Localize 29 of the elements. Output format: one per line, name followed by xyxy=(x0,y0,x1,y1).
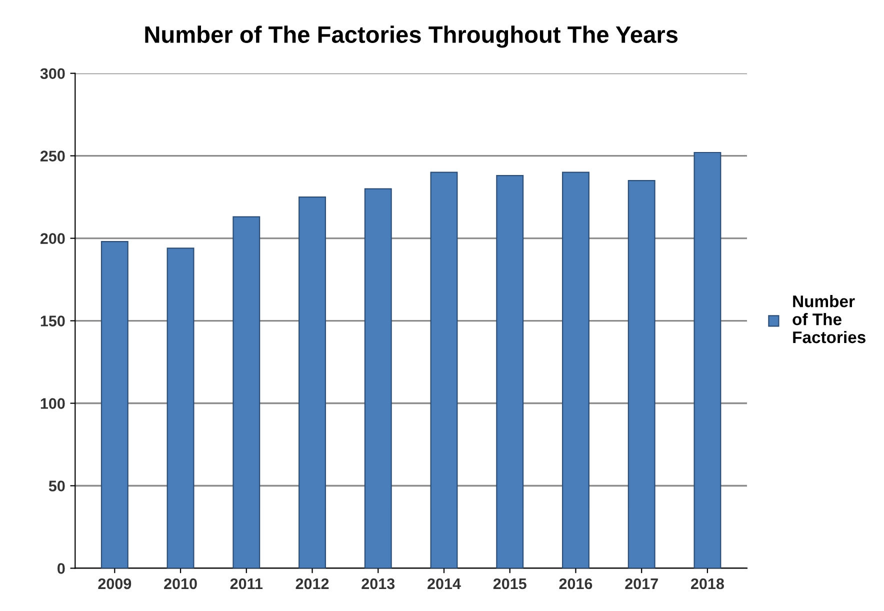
y-tick-label: 0 xyxy=(58,563,65,574)
bar xyxy=(496,175,524,568)
y-tick-label: 50 xyxy=(48,480,65,492)
legend-label: Number of The Factories xyxy=(792,295,866,344)
x-tick-label: 2013 xyxy=(362,578,395,590)
bar xyxy=(232,216,260,568)
x-tick-label: 2012 xyxy=(296,578,329,590)
x-tick-label: 2018 xyxy=(691,578,724,590)
x-tick-label: 2016 xyxy=(559,578,592,590)
x-tick-label: 2017 xyxy=(625,578,658,590)
bar xyxy=(100,241,128,568)
bar xyxy=(364,188,392,568)
bar xyxy=(298,196,326,568)
y-tick-label: 100 xyxy=(40,398,65,409)
x-tick-label: 2010 xyxy=(164,578,197,590)
y-tick-label: 300 xyxy=(40,68,65,80)
bar xyxy=(430,172,458,568)
x-tick-label: 2014 xyxy=(428,578,461,590)
y-tick-label: 150 xyxy=(40,316,65,326)
bar xyxy=(166,248,194,568)
x-tick-label: 2011 xyxy=(230,578,263,590)
chart-title: Number of The Factories Throughout The Years xyxy=(145,26,678,48)
y-tick-label: 200 xyxy=(40,233,65,244)
bar xyxy=(628,180,656,568)
bar xyxy=(562,172,590,568)
bar xyxy=(694,152,722,568)
x-tick-label: 2009 xyxy=(98,578,132,590)
y-tick-label: 250 xyxy=(40,150,65,162)
x-tick-label: 2015 xyxy=(493,578,526,590)
